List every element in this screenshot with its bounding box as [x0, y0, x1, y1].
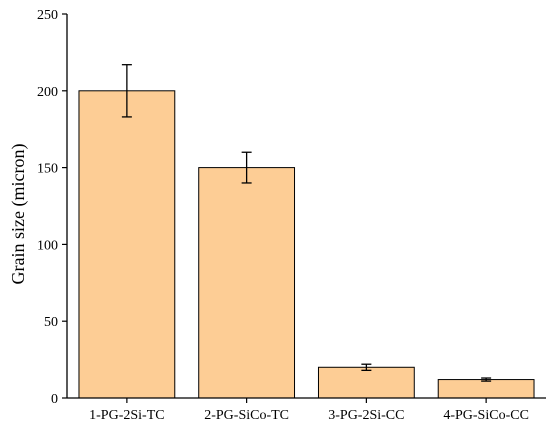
y-tick-label: 100 [37, 238, 58, 253]
error-bar [241, 151, 252, 184]
bar [437, 379, 535, 399]
error-bar [481, 377, 492, 382]
bar [317, 366, 415, 399]
bars [78, 90, 535, 399]
bar [198, 167, 296, 399]
y-tick-label: 150 [37, 162, 58, 177]
y-tick-labels: 0 50 100 150 200 250 [37, 8, 58, 407]
y-tick-label: 50 [44, 315, 58, 330]
y-tick-label: 250 [37, 8, 58, 23]
x-tick-label: 2-PG-SiCo-TC [204, 408, 289, 423]
bar [78, 90, 176, 399]
x-tick-label: 3-PG-2Si-CC [328, 408, 404, 423]
y-tick-label: 200 [37, 85, 58, 100]
error-bar [121, 64, 132, 118]
axes [62, 13, 546, 403]
x-tick-labels: 1-PG-2Si-TC 2-PG-SiCo-TC 3-PG-2Si-CC 4-PG-S… [89, 408, 529, 423]
y-tick-label: 0 [51, 392, 58, 407]
error-bar [361, 363, 372, 372]
error-bars [121, 64, 492, 382]
y-axis-title: Grain size (micron) [8, 144, 29, 285]
x-tick-label: 1-PG-2Si-TC [89, 408, 164, 423]
x-tick-label: 4-PG-SiCo-CC [443, 408, 529, 423]
